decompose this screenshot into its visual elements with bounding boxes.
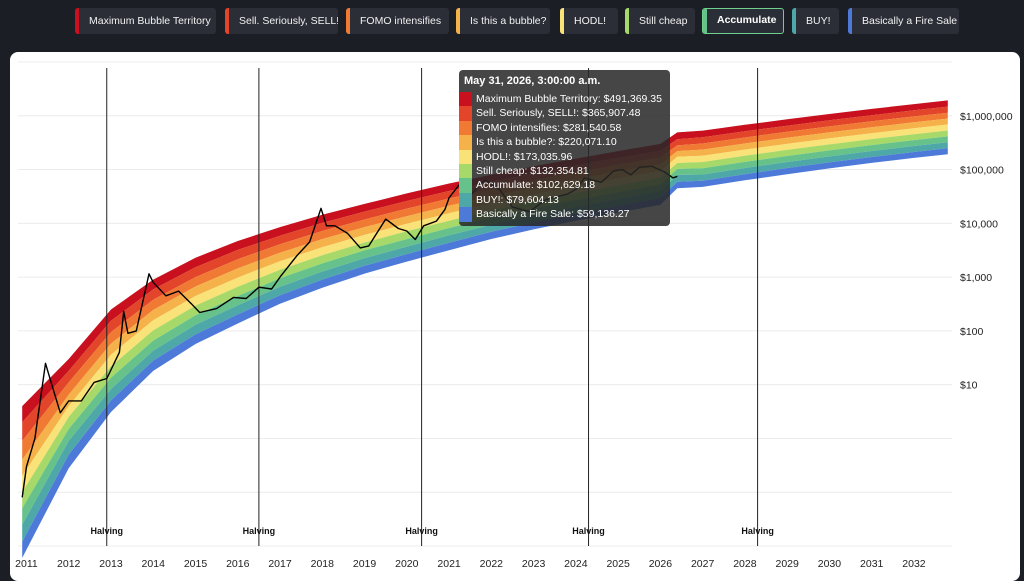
- tooltip-swatch: [459, 135, 472, 150]
- tooltip-row: FOMO intensifies: $281,540.58: [459, 120, 670, 136]
- tooltip-swatch: [459, 106, 472, 121]
- legend-label: FOMO intensifies: [360, 15, 442, 27]
- tooltip-row-text: Maximum Bubble Territory: $491,369.35: [476, 93, 662, 105]
- tooltip-row: HODL!: $173,035.96: [459, 149, 670, 164]
- halving-label: Halving: [90, 526, 123, 536]
- tooltip-swatch: [459, 120, 472, 136]
- legend-swatch: [792, 8, 796, 34]
- tooltip-row-text: HODL!: $173,035.96: [476, 150, 573, 163]
- halving-label: Halving: [572, 526, 605, 536]
- y-tick-label: $100,000: [960, 165, 1004, 177]
- legend-button-0[interactable]: Maximum Bubble Territory: [75, 8, 216, 34]
- tooltip-row: BUY!: $79,604.13: [459, 192, 670, 208]
- tooltip-row-text: Basically a Fire Sale: $59,136.27: [476, 208, 630, 221]
- x-tick-label: 2016: [226, 558, 250, 570]
- tooltip-swatch: [459, 149, 472, 164]
- legend-label: Basically a Fire Sale: [862, 15, 958, 27]
- tooltip-swatch: [459, 178, 472, 193]
- halving-label: Halving: [243, 526, 276, 536]
- tooltip-swatch: [459, 207, 472, 222]
- legend-swatch: [560, 8, 564, 34]
- legend-swatch: [625, 8, 629, 34]
- x-tick-label: 2019: [353, 558, 377, 570]
- x-tick-label: 2031: [860, 558, 884, 570]
- legend-button-2[interactable]: FOMO intensifies: [346, 8, 449, 34]
- y-tick-label: $1,000,000: [960, 111, 1013, 123]
- x-tick-label: 2014: [142, 558, 166, 570]
- legend-button-4[interactable]: HODL!: [560, 8, 618, 34]
- x-tick-label: 2024: [564, 558, 588, 570]
- x-tick-label: 2030: [818, 558, 842, 570]
- y-tick-label: $10,000: [960, 218, 998, 230]
- chart-tooltip: May 31, 2026, 3:00:00 a.m. Maximum Bubbl…: [459, 70, 670, 226]
- tooltip-row: Basically a Fire Sale: $59,136.27: [459, 207, 670, 222]
- x-tick-label: 2015: [184, 558, 208, 570]
- x-tick-label: 2025: [606, 558, 630, 570]
- tooltip-title: May 31, 2026, 3:00:00 a.m.: [464, 75, 601, 87]
- y-tick-label: $1,000: [960, 272, 992, 284]
- legend-label: Accumulate: [717, 14, 777, 26]
- tooltip-swatch: [459, 92, 472, 107]
- legend-swatch: [75, 8, 79, 34]
- halving-label: Halving: [405, 526, 438, 536]
- x-tick-label: 2012: [57, 558, 81, 570]
- x-tick-label: 2029: [775, 558, 799, 570]
- legend-swatch: [456, 8, 460, 34]
- x-tick-label: 2022: [480, 558, 504, 570]
- legend-label: Sell. Seriously, SELL!: [239, 15, 338, 27]
- legend-label: Still cheap: [639, 15, 688, 27]
- x-tick-label: 2021: [437, 558, 461, 570]
- tooltip-row: Sell. Seriously, SELL!: $365,907.48: [459, 106, 670, 121]
- x-tick-label: 2027: [691, 558, 715, 570]
- x-tick-label: 2020: [395, 558, 419, 570]
- x-tick-label: 2023: [522, 558, 546, 570]
- x-tick-label: 2013: [99, 558, 123, 570]
- y-tick-label: $10: [960, 380, 978, 392]
- tooltip-row-text: BUY!: $79,604.13: [476, 193, 559, 206]
- tooltip-swatch: [459, 164, 472, 179]
- rainbow-chart[interactable]: Halving Halving Halving Halving Halving 2011 2…: [10, 52, 1020, 581]
- legend-swatch: [703, 9, 707, 33]
- legend-swatch: [346, 8, 350, 34]
- tooltip-row-text: FOMO intensifies: $281,540.58: [476, 121, 622, 134]
- legend-button-6[interactable]: Accumulate: [702, 8, 784, 34]
- chart-panel: Halving Halving Halving Halving Halving 2011 2…: [10, 52, 1020, 581]
- tooltip-row-text: Is this a bubble?: $220,071.10: [476, 136, 617, 149]
- legend-button-8[interactable]: Basically a Fire Sale: [848, 8, 959, 34]
- legend-label: Is this a bubble?: [470, 15, 547, 27]
- legend-button-5[interactable]: Still cheap: [625, 8, 695, 34]
- legend-button-1[interactable]: Sell. Seriously, SELL!: [225, 8, 338, 34]
- x-tick-label: 2017: [268, 558, 292, 570]
- tooltip-row: Accumulate: $102,629.18: [459, 178, 670, 193]
- tooltip-row-text: Sell. Seriously, SELL!: $365,907.48: [476, 107, 641, 120]
- tooltip-swatch: [459, 192, 472, 208]
- legend-button-7[interactable]: BUY!: [792, 8, 839, 34]
- legend-label: HODL!: [574, 15, 607, 27]
- band-0: [22, 100, 948, 423]
- x-tick-label: 2026: [649, 558, 673, 570]
- x-tick-label: 2011: [15, 558, 38, 570]
- tooltip-row: Maximum Bubble Territory: $491,369.35: [459, 92, 670, 107]
- tooltip-row: Still cheap: $132,354.81: [459, 164, 670, 179]
- legend-label: Maximum Bubble Territory: [89, 15, 211, 27]
- x-tick-label: 2032: [902, 558, 926, 570]
- legend-label: BUY!: [806, 15, 831, 27]
- x-tick-label: 2018: [311, 558, 335, 570]
- legend-swatch: [848, 8, 852, 34]
- halving-label: Halving: [741, 526, 774, 536]
- tooltip-row-text: Accumulate: $102,629.18: [476, 179, 596, 192]
- legend-swatch: [225, 8, 229, 34]
- tooltip-row-text: Still cheap: $132,354.81: [476, 165, 589, 177]
- chart-legend: Maximum Bubble Territory Sell. Seriously,…: [0, 8, 1024, 36]
- x-tick-label: 2028: [733, 558, 757, 570]
- y-tick-label: $100: [960, 326, 984, 338]
- tooltip-row: Is this a bubble?: $220,071.10: [459, 135, 670, 150]
- legend-button-3[interactable]: Is this a bubble?: [456, 8, 550, 34]
